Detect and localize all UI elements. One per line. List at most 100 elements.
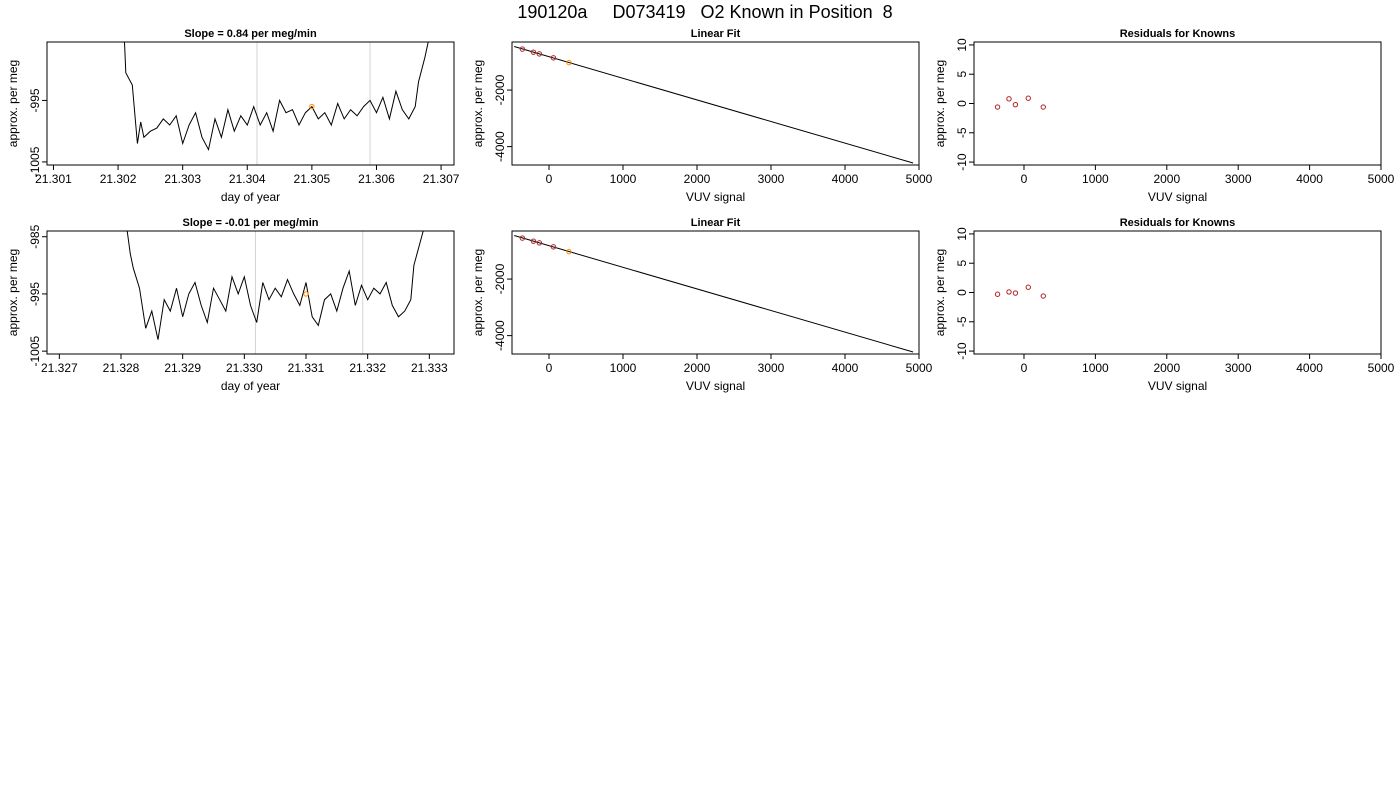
plot-area bbox=[126, 231, 424, 354]
plot-frame bbox=[511, 41, 920, 166]
data-point bbox=[536, 51, 543, 57]
y-axis-label: approx. per meg bbox=[471, 249, 485, 336]
panel-grid: Slope = 0.84 per meg/min 21.301 21.302 21.3… bbox=[6, 28, 1395, 393]
x-axis-label: VUV signal bbox=[1148, 190, 1207, 204]
y-tick-label: -2000 bbox=[493, 263, 507, 294]
data-point bbox=[530, 238, 537, 244]
known-point bbox=[309, 103, 315, 110]
known-point bbox=[566, 248, 572, 255]
data-point bbox=[1025, 284, 1031, 290]
data-point bbox=[994, 291, 1001, 297]
data-point bbox=[550, 244, 557, 250]
x-tick-label: 3000 bbox=[1225, 172, 1252, 186]
x-tick-label: 0 bbox=[1021, 361, 1028, 375]
y-axis-label: approx. per meg bbox=[6, 249, 20, 336]
panel-title: Slope = -0.01 per meg/min bbox=[182, 217, 318, 229]
plot-frame bbox=[46, 41, 455, 166]
y-axis-label: approx. per meg bbox=[471, 60, 485, 147]
x-axis-label: VUV signal bbox=[686, 190, 745, 204]
fit-line bbox=[514, 46, 914, 164]
x-tick-label: 1000 bbox=[1082, 172, 1109, 186]
y-tick-label: -995 bbox=[28, 88, 42, 112]
plot-area bbox=[514, 46, 914, 164]
x-tick-label: 2000 bbox=[684, 361, 711, 375]
y-tick-label: 10 bbox=[955, 38, 969, 52]
y-tick-label: -10 bbox=[955, 153, 969, 171]
plot-frame bbox=[973, 230, 1382, 355]
x-axis-label: day of year bbox=[221, 190, 280, 204]
x-tick-label: 0 bbox=[1021, 172, 1028, 186]
x-tick-label: 1000 bbox=[610, 361, 637, 375]
data-point bbox=[1040, 293, 1046, 299]
panel-title: Linear Fit bbox=[691, 28, 741, 40]
data-point bbox=[550, 55, 557, 61]
x-tick-label: 21.305 bbox=[294, 172, 331, 186]
x-tick-label: 21.330 bbox=[226, 361, 263, 375]
panel-title: Linear Fit bbox=[691, 217, 741, 229]
y-tick-label: 5 bbox=[955, 260, 969, 267]
plot-frame bbox=[511, 230, 920, 355]
y-tick-label: 0 bbox=[955, 100, 969, 107]
y-axis-label: approx. per meg bbox=[6, 60, 20, 147]
plot-area bbox=[994, 95, 1046, 110]
data-point bbox=[536, 240, 543, 246]
panel-ts1: Slope = 0.84 per meg/min 21.301 21.302 21.3… bbox=[6, 28, 460, 204]
x-tick-label: 0 bbox=[546, 361, 553, 375]
x-tick-label: 2000 bbox=[1153, 172, 1180, 186]
x-tick-label: 21.307 bbox=[423, 172, 460, 186]
known-point bbox=[566, 59, 572, 66]
x-tick-label: 1000 bbox=[610, 172, 637, 186]
figure-title: 190120a D073419 O2 Known in Position 8 bbox=[517, 2, 892, 22]
plot-area bbox=[994, 284, 1046, 299]
x-tick-label: 5000 bbox=[1368, 172, 1395, 186]
x-axis-label: VUV signal bbox=[1148, 379, 1207, 393]
x-tick-label: 1000 bbox=[1082, 361, 1109, 375]
y-tick-label: -5 bbox=[955, 316, 969, 327]
data-point bbox=[530, 49, 537, 55]
x-tick-label: 5000 bbox=[906, 172, 933, 186]
y-tick-label: -5 bbox=[955, 127, 969, 138]
series-line bbox=[124, 42, 429, 152]
data-point bbox=[1012, 101, 1019, 108]
x-tick-label: 21.333 bbox=[411, 361, 448, 375]
x-tick-label: 21.301 bbox=[35, 172, 72, 186]
fit-line bbox=[514, 235, 914, 353]
x-tick-label: 21.327 bbox=[41, 361, 78, 375]
data-point bbox=[994, 104, 1001, 110]
panel-title: Residuals for Knowns bbox=[1120, 28, 1236, 40]
data-point bbox=[1012, 290, 1019, 296]
x-tick-label: 2000 bbox=[1153, 361, 1180, 375]
x-tick-label: 3000 bbox=[1225, 361, 1252, 375]
x-tick-label: 21.329 bbox=[164, 361, 201, 375]
y-tick-label: 10 bbox=[955, 227, 969, 241]
x-tick-label: 21.328 bbox=[103, 361, 140, 375]
panel-res1: Residuals for Knowns 0 1000 2000 3000 4000 500… bbox=[933, 28, 1395, 204]
plot-area bbox=[514, 235, 914, 353]
x-tick-label: 4000 bbox=[832, 172, 859, 186]
x-tick-label: 21.302 bbox=[100, 172, 137, 186]
panel-fit2: Linear Fit 0 1000 2000 3000 4000 5000 -4000 -200… bbox=[471, 217, 933, 393]
y-tick-label: -1005 bbox=[28, 335, 42, 366]
x-tick-label: 4000 bbox=[1296, 172, 1323, 186]
x-tick-label: 5000 bbox=[1368, 361, 1395, 375]
x-tick-label: 2000 bbox=[684, 172, 711, 186]
known-point bbox=[303, 291, 309, 297]
data-point bbox=[519, 235, 526, 241]
plot-frame bbox=[973, 41, 1382, 166]
x-tick-label: 21.303 bbox=[164, 172, 201, 186]
data-point bbox=[1025, 95, 1031, 101]
y-axis-label: approx. per meg bbox=[933, 60, 947, 147]
x-tick-label: 0 bbox=[546, 172, 553, 186]
series-line bbox=[126, 231, 424, 340]
data-point bbox=[519, 46, 526, 52]
panel-title: Slope = 0.84 per meg/min bbox=[184, 28, 317, 40]
x-tick-label: 4000 bbox=[1296, 361, 1323, 375]
y-tick-label: -1005 bbox=[28, 146, 42, 177]
x-tick-label: 3000 bbox=[758, 361, 785, 375]
x-axis-label: VUV signal bbox=[686, 379, 745, 393]
y-tick-label: -4000 bbox=[493, 131, 507, 162]
y-tick-label: 5 bbox=[955, 71, 969, 78]
y-tick-label: 0 bbox=[955, 289, 969, 296]
x-tick-label: 21.306 bbox=[358, 172, 395, 186]
